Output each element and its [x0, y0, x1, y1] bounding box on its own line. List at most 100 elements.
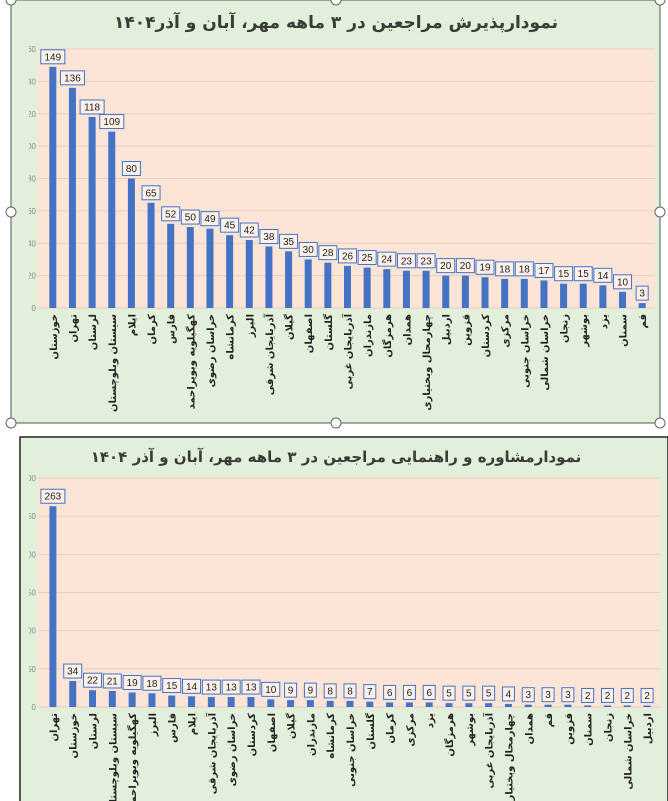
bar[interactable] [465, 703, 473, 707]
data-label: 25 [362, 253, 374, 264]
bar[interactable] [206, 228, 214, 308]
bar[interactable] [89, 690, 97, 707]
data-label: 30 [303, 245, 315, 256]
bar[interactable] [481, 277, 489, 308]
bar[interactable] [623, 705, 631, 707]
data-label-box [180, 209, 200, 225]
bar[interactable] [461, 275, 469, 308]
bar[interactable] [167, 223, 175, 308]
bar[interactable] [564, 704, 572, 707]
bar[interactable] [108, 690, 116, 707]
data-label-box [318, 245, 338, 261]
bar[interactable] [445, 703, 453, 707]
data-label: 18 [519, 264, 531, 275]
bar[interactable] [267, 699, 275, 707]
category-label: کردستان [481, 314, 492, 358]
data-label: 118 [84, 102, 100, 113]
bar[interactable] [599, 285, 607, 308]
data-label: 13 [226, 683, 238, 694]
bar[interactable] [540, 280, 548, 308]
data-label: 2 [644, 691, 650, 702]
data-label-box [162, 678, 182, 694]
data-label-box [475, 259, 495, 275]
chart-2[interactable]: نمودارمشاوره و راهنمایی مراجعین در ۳ ماه… [19, 436, 668, 801]
resize-handle[interactable] [654, 206, 666, 218]
data-label: 18 [499, 264, 511, 275]
resize-handle[interactable] [654, 0, 666, 6]
bar[interactable] [346, 700, 354, 707]
category-label: لرستان [88, 314, 99, 350]
bar[interactable] [603, 705, 611, 707]
bar[interactable] [638, 303, 646, 308]
data-label-box [338, 248, 357, 264]
category-label: سمنان [584, 713, 595, 746]
resize-handle[interactable] [330, 417, 342, 429]
data-label-box [422, 684, 436, 700]
bar[interactable] [425, 702, 433, 707]
bar[interactable] [207, 697, 215, 707]
bar[interactable] [226, 235, 234, 308]
data-label: 15 [166, 681, 178, 692]
bar[interactable] [643, 705, 651, 707]
bar[interactable] [127, 178, 135, 309]
bar[interactable] [108, 131, 116, 308]
category-label: ایلام [127, 314, 138, 336]
bar[interactable] [49, 66, 57, 309]
bar[interactable] [520, 278, 528, 308]
bar[interactable] [344, 265, 351, 308]
selection-handles[interactable] [5, 0, 666, 429]
category-label: تهران [68, 314, 79, 343]
bar[interactable] [285, 251, 293, 308]
category-label: کرمانشاه [226, 314, 237, 360]
chart-1[interactable]: نمودارپذیرش مراجعین در ۳ ماهه مهر، آبان … [10, 0, 661, 424]
bar[interactable] [188, 696, 196, 707]
y-tick-label: 0 [32, 703, 37, 712]
bar[interactable] [247, 697, 255, 707]
data-label-box [613, 274, 633, 290]
bar[interactable] [306, 700, 314, 707]
bar[interactable] [501, 278, 509, 308]
bar[interactable] [386, 702, 394, 707]
data-label-box [239, 222, 259, 238]
bar[interactable] [402, 270, 410, 308]
bar[interactable] [168, 695, 176, 707]
bar[interactable] [405, 702, 413, 707]
data-label-box [83, 672, 103, 688]
resize-handle[interactable] [5, 417, 17, 429]
bar[interactable] [68, 87, 76, 308]
bar[interactable] [49, 506, 57, 707]
bar[interactable] [227, 697, 235, 707]
data-label-box [284, 682, 298, 698]
bar[interactable] [383, 269, 391, 308]
bar[interactable] [619, 291, 627, 308]
bar[interactable] [287, 700, 295, 707]
bar[interactable] [560, 283, 568, 308]
bar[interactable] [366, 701, 374, 707]
resize-handle[interactable] [330, 0, 342, 6]
category-label: قزوین [461, 314, 472, 346]
bar[interactable] [147, 202, 155, 308]
bar[interactable] [422, 270, 430, 308]
data-label: 109 [103, 117, 120, 128]
bar[interactable] [326, 700, 334, 707]
bar[interactable] [88, 116, 96, 308]
bar[interactable] [442, 275, 450, 308]
resize-handle[interactable] [5, 206, 17, 218]
bar[interactable] [324, 262, 332, 308]
bar[interactable] [524, 704, 532, 707]
resize-handle[interactable] [654, 417, 666, 429]
bar[interactable] [504, 703, 512, 707]
resize-handle[interactable] [5, 0, 17, 6]
bar[interactable] [265, 246, 273, 308]
bar[interactable] [148, 693, 156, 707]
bar[interactable] [579, 283, 587, 308]
bar[interactable] [128, 692, 136, 707]
bar[interactable] [544, 704, 552, 707]
bar[interactable] [304, 259, 312, 308]
bar[interactable] [245, 240, 253, 308]
bar[interactable] [485, 703, 493, 707]
bar[interactable] [584, 705, 592, 707]
bar[interactable] [69, 681, 77, 707]
bar[interactable] [186, 227, 194, 308]
bar[interactable] [363, 267, 371, 308]
